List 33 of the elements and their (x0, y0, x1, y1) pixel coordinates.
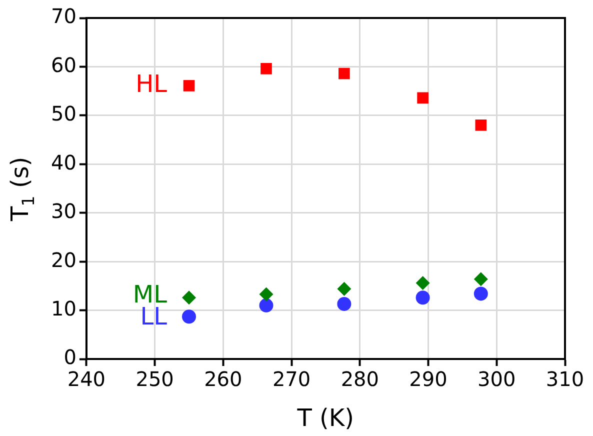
y-tick-label: 10 (50, 296, 76, 320)
y-tick-label: 60 (50, 52, 76, 77)
y-tick-label: 70 (50, 4, 76, 28)
point (474, 286, 488, 301)
x-axis-title: T (K) (297, 404, 354, 432)
x-tick-label: 240 (67, 367, 106, 392)
point (260, 63, 272, 74)
x-tick-label: 280 (340, 367, 379, 392)
series-label: HL (136, 70, 168, 98)
point (338, 68, 350, 80)
y-tick-label: 50 (50, 102, 76, 126)
point (259, 287, 274, 302)
point (417, 92, 428, 104)
point (475, 120, 487, 131)
y-tick-label: 0 (64, 345, 76, 370)
point (337, 296, 352, 311)
point (416, 276, 430, 290)
x-tick-label: 300 (478, 367, 516, 392)
x-tick-label: 270 (272, 367, 311, 392)
x-tick-label: 290 (409, 367, 448, 392)
x-tick-label: 310 (546, 367, 584, 392)
point (259, 298, 274, 312)
y-tick-label: 30 (50, 199, 76, 224)
point (337, 282, 352, 296)
point (183, 80, 195, 92)
x-tick-label: 250 (136, 367, 174, 392)
point (182, 310, 196, 324)
x-tick-label: 260 (204, 367, 242, 392)
y-tick-label: 20 (50, 248, 76, 272)
point (416, 290, 430, 305)
y-tick-label: 40 (50, 150, 76, 174)
point (182, 290, 196, 305)
point (474, 272, 488, 286)
